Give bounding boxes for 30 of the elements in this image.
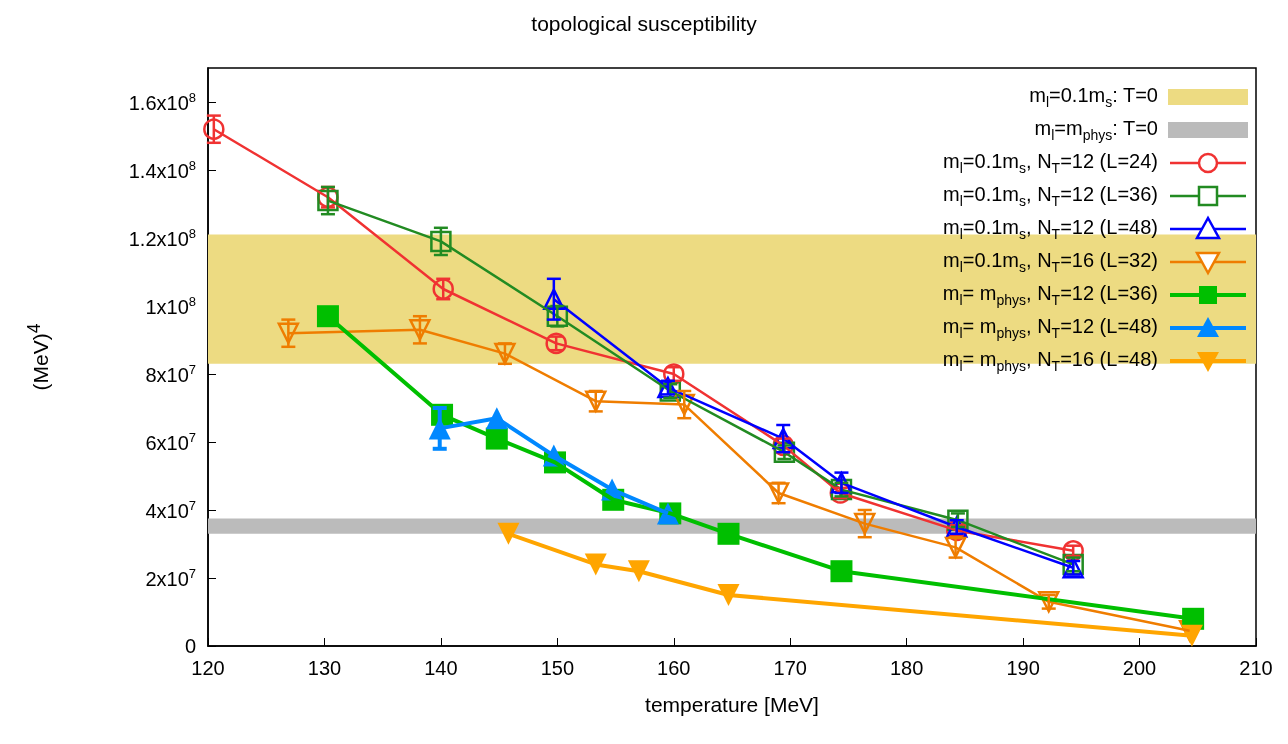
legend-label: m$_{l}$=0.1m$_{s}$, N$_{T}$=12 (L=24): [943, 150, 1158, 176]
chart-title: topological susceptibility: [531, 12, 758, 35]
y-tick-label: 8x10$^{7}$: [145, 362, 196, 386]
x-tick-label: 130: [307, 657, 342, 679]
legend-label: m$_{l}$= m$_{phys}$, N$_{T}$=12 (L=48): [942, 315, 1158, 341]
x-tick-label: 170: [773, 657, 807, 679]
y-tick-label: 4x10$^{7}$: [145, 498, 196, 522]
y-tick-label: 2x10$^{7}$: [145, 566, 196, 590]
x-tick-label: 210: [1239, 657, 1273, 679]
y-tick-label: 0: [184, 635, 196, 657]
y-tick-label: 1.6x10$^{8}$: [128, 90, 196, 114]
y-tick-label: 1.4x10$^{8}$: [128, 158, 196, 182]
legend-label: m$_{l}$= m$_{phys}$, N$_{T}$=16 (L=48): [942, 348, 1158, 374]
legend-label: m$_{l}$=0.1m$_{s}$, N$_{T}$=12 (L=36): [943, 183, 1158, 209]
legend-label: m$_{l}$=m$_{phys}$: T=0: [1034, 117, 1158, 143]
legend-label: m$_{l}$= m$_{phys}$, N$_{T}$=12 (L=36): [942, 282, 1158, 308]
x-tick-label: 140: [424, 657, 458, 679]
x-tick-label: 150: [540, 657, 575, 679]
legend-label: m$_{l}$=0.1m$_{s}$, N$_{T}$=16 (L=32): [943, 249, 1158, 275]
x-tick-label: 160: [657, 657, 691, 679]
x-axis-title: temperature [MeV]: [645, 693, 819, 716]
y-tick-label: 1.2x10$^{8}$: [128, 226, 196, 250]
y-tick-label: 1x10$^{8}$: [145, 294, 196, 318]
x-tick-label: 190: [1006, 657, 1040, 679]
x-tick-label: 180: [889, 657, 924, 679]
y-tick-label: 6x10$^{7}$: [145, 430, 196, 454]
legend-label: m$_{l}$=0.1m$_{s}$: T=0: [1029, 84, 1158, 110]
x-tick-label: 200: [1122, 657, 1157, 679]
x-tick-label: 120: [191, 657, 225, 679]
legend-label: m$_{l}$=0.1m$_{s}$, N$_{T}$=12 (L=48): [943, 216, 1158, 242]
